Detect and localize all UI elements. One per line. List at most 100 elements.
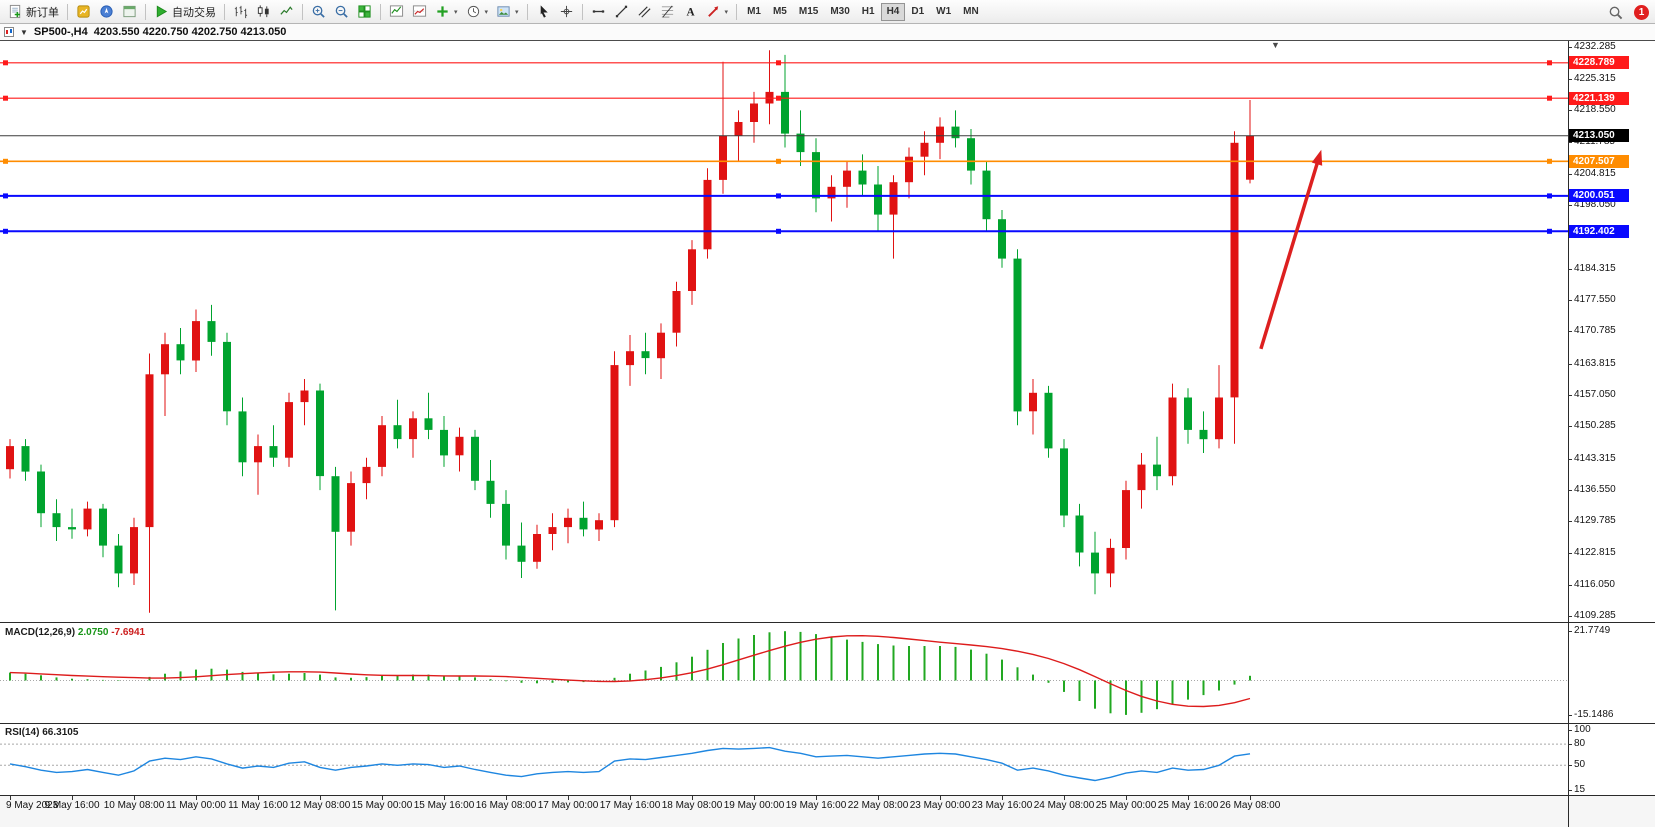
- equidistant-channel-button[interactable]: [633, 2, 656, 22]
- time-label: 16 May 08:00: [475, 800, 537, 811]
- timeframe-h4-button[interactable]: H4: [880, 2, 906, 21]
- horizontal-line-4228.789[interactable]: [0, 60, 1568, 66]
- crosshair-button[interactable]: [555, 2, 578, 22]
- timeframe-toolbar: M1 M5 M15 M30 H1 H4 D1 W1 MN: [741, 2, 985, 21]
- time-axis[interactable]: [0, 796, 1655, 827]
- time-label: 12 May 08:00: [289, 800, 351, 811]
- add-indicator-button[interactable]: ▾: [431, 2, 462, 22]
- price-tick-label: 4116.050: [1574, 579, 1615, 590]
- candle-chart-icon: [256, 4, 271, 19]
- zoom-in-button[interactable]: [307, 2, 330, 22]
- line-handle[interactable]: [1547, 95, 1552, 101]
- chart-dropdown-caret[interactable]: ▼: [20, 27, 28, 37]
- timeframe-w1-button[interactable]: W1: [930, 3, 957, 21]
- timeframe-h1-button[interactable]: H1: [856, 3, 881, 21]
- candle-chart-button[interactable]: [252, 2, 275, 22]
- time-tick-mark: [1064, 796, 1065, 800]
- indicator-windows-button[interactable]: [408, 2, 431, 22]
- line-handle[interactable]: [776, 228, 781, 234]
- tile-windows-button[interactable]: [353, 2, 376, 22]
- line-handle[interactable]: [776, 95, 781, 101]
- trendline-button[interactable]: [610, 2, 633, 22]
- price-tick-label: 4163.815: [1574, 358, 1616, 369]
- time-label: 18 May 08:00: [661, 800, 723, 811]
- hline-price-label[interactable]: 4192.402: [1569, 225, 1629, 238]
- price-tick-mark: [1568, 585, 1572, 586]
- horizontal-line-button[interactable]: [587, 2, 610, 22]
- toolbar-separator: [526, 3, 528, 20]
- price-tick-mark: [1568, 553, 1572, 554]
- horizontal-line-4192.402[interactable]: [0, 228, 1568, 234]
- market-watch-button[interactable]: [72, 2, 95, 22]
- timeframe-m5-button[interactable]: M5: [767, 3, 793, 21]
- trend-arrow[interactable]: [1259, 149, 1323, 350]
- hline-price-label[interactable]: 4200.051: [1569, 189, 1629, 202]
- rsi-indicator-panel[interactable]: [0, 724, 1568, 795]
- data-window-button[interactable]: [118, 2, 141, 22]
- macd-tick-mark: [1568, 715, 1572, 716]
- line-handle[interactable]: [1547, 228, 1552, 234]
- line-handle[interactable]: [776, 60, 781, 66]
- timeframe-m15-button[interactable]: M15: [793, 3, 824, 21]
- hline-price-label[interactable]: 4221.139: [1569, 92, 1629, 105]
- autotrading-button[interactable]: 自动交易: [150, 2, 220, 22]
- text-label-icon: A: [683, 4, 698, 19]
- chart-shift-marker[interactable]: ▼: [1271, 40, 1280, 50]
- time-tick-mark: [506, 796, 507, 800]
- main-price-chart[interactable]: [0, 41, 1568, 622]
- arrows-button[interactable]: ▾: [702, 2, 733, 22]
- text-label-button[interactable]: A: [679, 2, 702, 22]
- timeframe-d1-button[interactable]: D1: [905, 3, 930, 21]
- horizontal-line-4200.051[interactable]: [0, 193, 1568, 199]
- hline-price-label[interactable]: 4228.789: [1569, 56, 1629, 69]
- bar-chart-button[interactable]: [229, 2, 252, 22]
- timeframe-m1-button[interactable]: M1: [741, 3, 767, 21]
- fibonacci-button[interactable]: [656, 2, 679, 22]
- cursor-button[interactable]: [532, 2, 555, 22]
- time-label: 9 May 16:00: [44, 800, 100, 811]
- price-tick-label: 4122.815: [1574, 547, 1616, 558]
- price-tick-label: 4150.285: [1574, 420, 1616, 431]
- candlestick-series: [6, 50, 1254, 613]
- price-axis-border: [1568, 41, 1569, 827]
- panel-separator[interactable]: [0, 723, 1655, 724]
- horizontal-line-4221.139[interactable]: [0, 95, 1568, 101]
- search-button[interactable]: [1604, 1, 1627, 23]
- line-handle[interactable]: [3, 95, 8, 101]
- time-label: 15 May 16:00: [413, 800, 475, 811]
- rsi-tick-mark: [1568, 790, 1572, 791]
- horizontal-line-4207.507[interactable]: [0, 158, 1568, 164]
- hline-price-label[interactable]: 4207.507: [1569, 155, 1629, 168]
- line-handle[interactable]: [1547, 193, 1552, 199]
- templates-button[interactable]: ▾: [492, 2, 523, 22]
- line-handle[interactable]: [3, 228, 8, 234]
- arrows-icon: [706, 4, 721, 19]
- autotrading-icon: [154, 4, 169, 19]
- line-chart-button[interactable]: [275, 2, 298, 22]
- line-handle[interactable]: [3, 193, 8, 199]
- timeframe-mn-button[interactable]: MN: [957, 3, 985, 21]
- new-order-icon: [8, 4, 23, 19]
- line-handle[interactable]: [1547, 60, 1552, 66]
- fibonacci-icon: [660, 4, 675, 19]
- macd-axis-label: 21.7749: [1574, 625, 1611, 636]
- line-handle[interactable]: [3, 60, 8, 66]
- line-handle[interactable]: [776, 158, 781, 164]
- indicators-button[interactable]: [385, 2, 408, 22]
- macd-indicator-panel[interactable]: [0, 623, 1568, 723]
- new-order-button[interactable]: 新订单: [4, 2, 63, 22]
- time-label: 19 May 16:00: [785, 800, 847, 811]
- time-label: 22 May 08:00: [847, 800, 909, 811]
- line-handle[interactable]: [776, 193, 781, 199]
- horizontal-line-icon: [591, 4, 606, 19]
- zoom-out-button[interactable]: [330, 2, 353, 22]
- panel-separator[interactable]: [0, 622, 1655, 623]
- periods-button[interactable]: ▾: [462, 2, 493, 22]
- price-tick-label: 4157.050: [1574, 389, 1616, 400]
- line-handle[interactable]: [1547, 158, 1552, 164]
- navigator-button[interactable]: [95, 2, 118, 22]
- notification-badge[interactable]: 1: [1634, 4, 1649, 20]
- price-tick-label: 4170.785: [1574, 325, 1616, 336]
- timeframe-m30-button[interactable]: M30: [824, 3, 855, 21]
- line-handle[interactable]: [3, 158, 8, 164]
